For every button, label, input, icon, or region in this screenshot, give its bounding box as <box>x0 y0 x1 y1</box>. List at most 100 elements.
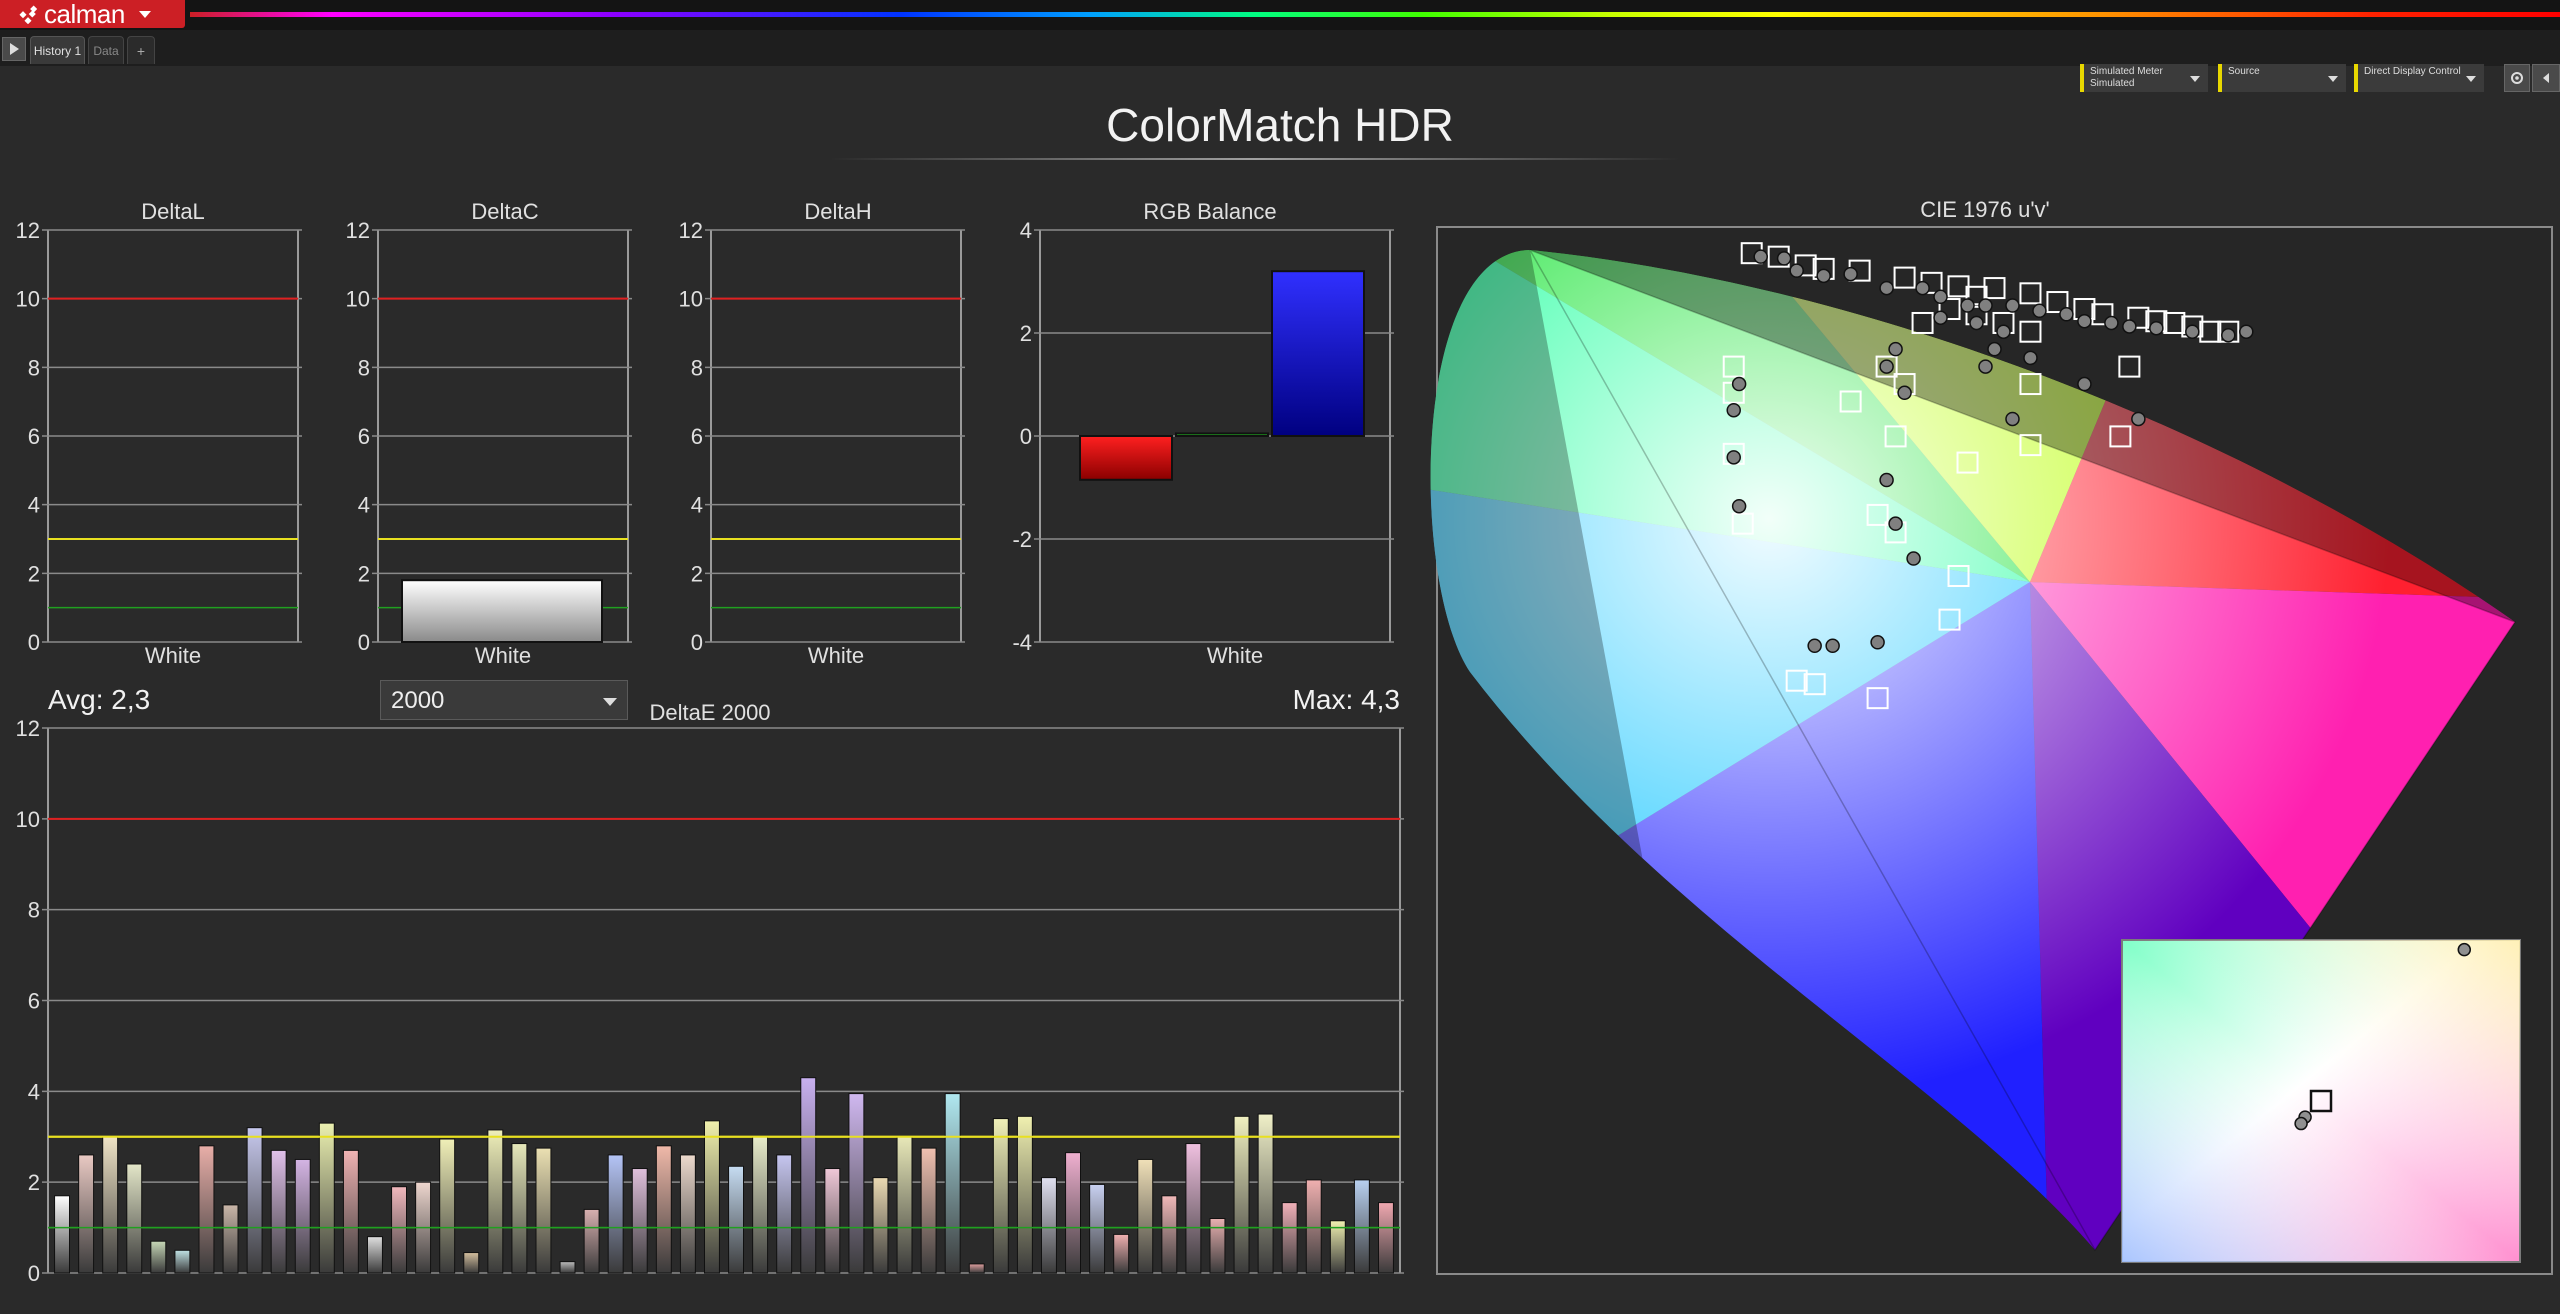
settings-button[interactable] <box>2504 64 2530 92</box>
measured-point <box>2077 313 2092 329</box>
deltae-bar <box>583 1208 600 1274</box>
measured-point <box>1825 638 1840 654</box>
meter-selector-value: Simulated <box>2090 78 2135 89</box>
add-tab-button[interactable]: + <box>127 36 155 64</box>
deltae-bar <box>487 1129 504 1274</box>
deltae-bar <box>1329 1220 1346 1274</box>
deltae-bar <box>1161 1195 1178 1274</box>
rgb-balance-chart: -4 -2 0 2 4 White <box>1012 222 1394 668</box>
chevron-down-icon <box>138 10 151 18</box>
y-tick-label: 12 <box>679 222 703 243</box>
collapse-panel-button[interactable] <box>2532 64 2560 92</box>
deltal-chart-title: DeltaL <box>141 199 205 224</box>
chevron-down-icon <box>603 698 617 706</box>
deltae-bar <box>1305 1179 1322 1274</box>
target-marker <box>1983 277 2006 300</box>
measured-point <box>1933 310 1948 325</box>
deltae-bar <box>78 1154 95 1274</box>
measured-point <box>1789 263 1804 278</box>
deltae-bar <box>992 1118 1009 1274</box>
deltae-bar <box>1137 1158 1154 1274</box>
app-name: calman <box>44 0 125 29</box>
deltae-bar <box>246 1127 263 1274</box>
target-marker <box>2199 320 2222 343</box>
deltae-bar <box>1016 1115 1033 1274</box>
deltae-bar <box>1257 1113 1274 1274</box>
measured-point <box>1879 359 1894 374</box>
source-selector-label: Source <box>2228 66 2260 77</box>
y-tick-label: 8 <box>28 355 40 380</box>
play-icon[interactable] <box>2 37 26 61</box>
deltae-bar <box>1281 1202 1298 1274</box>
title-bar: calman <box>0 0 2560 30</box>
target-marker <box>1875 355 1898 378</box>
deltae-chart-title: DeltaE 2000 <box>649 700 771 725</box>
measured-point <box>1888 341 1903 357</box>
target-marker <box>1965 285 1988 308</box>
y-tick-label: 6 <box>358 424 370 449</box>
deltae-bar <box>655 1145 672 1274</box>
target-marker <box>1947 565 1970 587</box>
deltae-formula-value: 2000 <box>391 687 445 714</box>
y-tick-label: 2 <box>691 561 703 586</box>
y-tick-label: 4 <box>358 493 370 518</box>
rgb-bar <box>1175 432 1269 438</box>
measured-point <box>1906 551 1921 566</box>
y-tick-label: 0 <box>358 630 370 655</box>
measured-point <box>1843 266 1858 282</box>
meter-selector[interactable]: Simulated Meter Simulated <box>2080 64 2208 92</box>
deltae-bar <box>198 1145 215 1274</box>
measured-point <box>2131 411 2146 427</box>
deltae-bar <box>679 1154 696 1274</box>
source-selector[interactable]: Source <box>2218 64 2346 92</box>
deltae-bar <box>607 1154 624 1274</box>
measured-point <box>1960 298 1975 313</box>
y-tick-label: 10 <box>16 287 40 312</box>
y-tick-label: 4 <box>1020 222 1032 243</box>
measured-point <box>1978 359 1993 374</box>
deltae-bar <box>1065 1152 1081 1274</box>
deltae-formula-dropdown[interactable]: 2000 <box>380 680 628 720</box>
measured-point <box>1897 385 1912 401</box>
deltae-bar <box>294 1158 311 1274</box>
y-tick-label: -2 <box>1012 527 1032 552</box>
calman-logo-icon <box>19 5 38 24</box>
deltae-bar <box>126 1163 143 1274</box>
calman-menu-button[interactable]: calman <box>0 0 185 29</box>
rgb-bar <box>1079 435 1173 481</box>
deltae-bar <box>222 1204 239 1274</box>
deltae-bar <box>1089 1183 1106 1274</box>
y-tick-label: 4 <box>28 493 40 518</box>
measured-point <box>1978 298 1993 313</box>
measured-point <box>1987 341 2002 357</box>
measured-point <box>1870 635 1885 650</box>
deltae-bar <box>1185 1143 1202 1274</box>
tab-history-1[interactable]: History 1 <box>30 36 85 64</box>
measured-point <box>1969 315 1984 331</box>
deltae-bar <box>559 1261 576 1274</box>
x-category-label: White <box>1207 643 1263 668</box>
cie-chart-title: CIE 1976 u'v' <box>1920 197 2050 222</box>
y-tick-label: 2 <box>28 561 40 586</box>
display-control-selector[interactable]: Direct Display Control <box>2354 64 2484 92</box>
y-tick-label: 8 <box>28 898 40 923</box>
y-tick-label: 6 <box>28 989 40 1014</box>
deltae-bar <box>54 1195 70 1274</box>
deltae-bar <box>150 1240 167 1274</box>
max-deltae: Max: 4,3 <box>1292 684 1400 715</box>
deltae-bar <box>1233 1115 1250 1274</box>
tab-data[interactable]: Data <box>88 36 124 64</box>
deltah-chart-title: DeltaH <box>804 199 872 224</box>
title-divider <box>830 158 1680 160</box>
y-tick-label: 8 <box>691 355 703 380</box>
x-category-label: White <box>475 643 531 668</box>
deltae-bar <box>824 1168 841 1274</box>
y-tick-label: 12 <box>16 716 40 741</box>
deltae-bar <box>1209 1218 1226 1274</box>
deltae-bar <box>704 1120 720 1274</box>
measured-point <box>2059 307 2074 322</box>
target-marker <box>2091 303 2114 326</box>
deltae-bar <box>367 1236 383 1274</box>
target-marker <box>2163 311 2186 334</box>
x-category-label: White <box>145 643 201 668</box>
